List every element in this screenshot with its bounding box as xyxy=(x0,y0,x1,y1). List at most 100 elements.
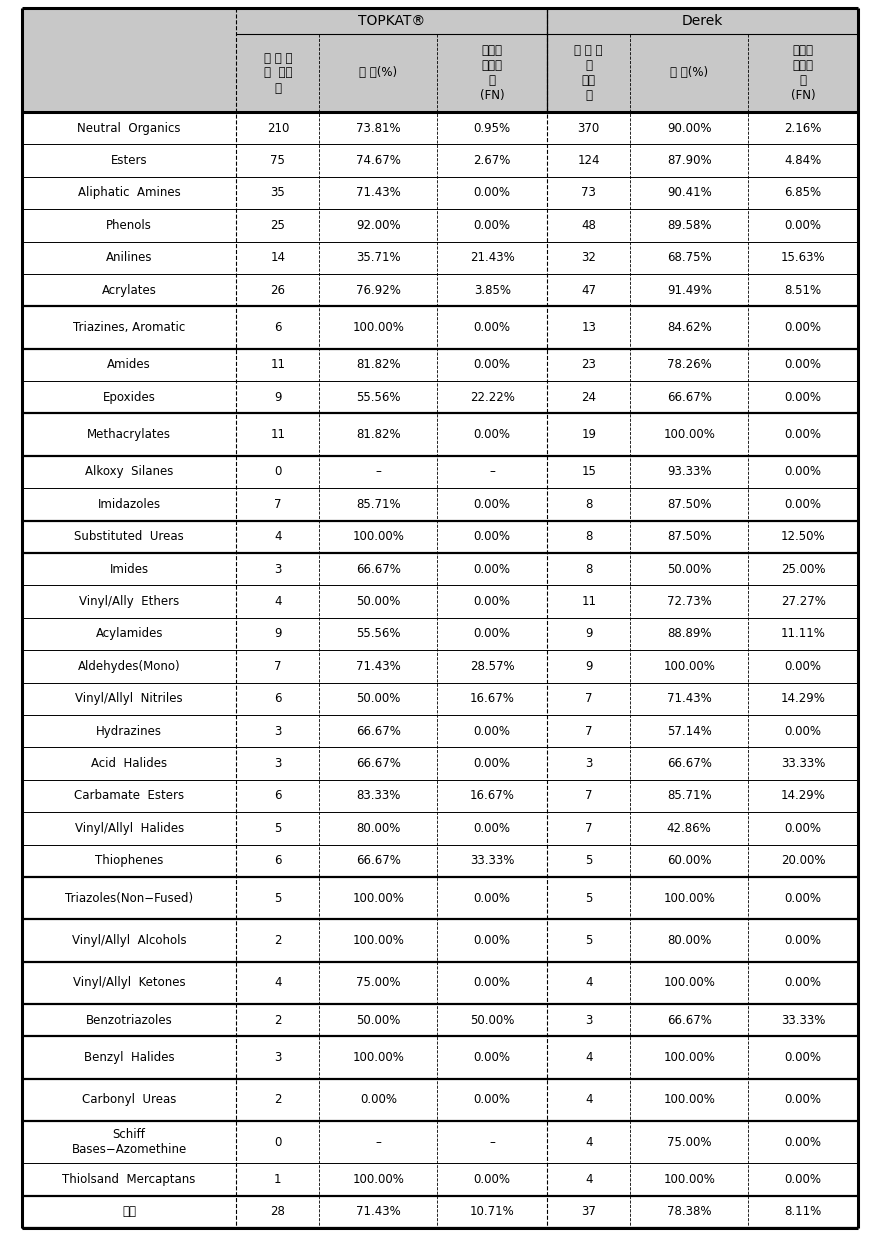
Text: 210: 210 xyxy=(267,121,289,135)
Text: 11: 11 xyxy=(581,595,597,608)
Text: 55.56%: 55.56% xyxy=(356,628,400,640)
Text: 11: 11 xyxy=(270,358,285,371)
Text: 78.26%: 78.26% xyxy=(667,358,712,371)
Bar xyxy=(22,552,858,586)
Text: Carbonyl  Ureas: Carbonyl Ureas xyxy=(82,1093,176,1106)
Text: 88.89%: 88.89% xyxy=(667,628,711,640)
Text: 예 측 되
는  물질
수: 예 측 되 는 물질 수 xyxy=(264,52,292,94)
Text: 27.27%: 27.27% xyxy=(781,595,825,608)
Text: 0.00%: 0.00% xyxy=(785,219,822,232)
Text: 66.67%: 66.67% xyxy=(356,758,400,770)
Text: Vinyl/Allyl  Alcohols: Vinyl/Allyl Alcohols xyxy=(72,934,187,947)
Text: 48: 48 xyxy=(582,219,596,232)
Text: 0.00%: 0.00% xyxy=(473,530,510,544)
Text: 35: 35 xyxy=(270,187,285,199)
Bar xyxy=(22,920,858,962)
Text: 72.73%: 72.73% xyxy=(667,595,712,608)
Text: 7: 7 xyxy=(585,724,592,738)
Text: Imides: Imides xyxy=(110,562,149,576)
Text: Acrylates: Acrylates xyxy=(102,284,157,297)
Text: TOPKAT®: TOPKAT® xyxy=(358,14,425,28)
Text: 75: 75 xyxy=(270,154,285,167)
Text: 0.00%: 0.00% xyxy=(785,1051,822,1064)
Text: 예 측 되
는
물질
수: 예 측 되 는 물질 수 xyxy=(575,44,603,103)
Bar xyxy=(22,876,858,920)
Text: 5: 5 xyxy=(275,891,282,905)
Text: Esters: Esters xyxy=(111,154,148,167)
Text: 85.71%: 85.71% xyxy=(667,790,712,802)
Text: 일 치(%): 일 치(%) xyxy=(359,67,398,79)
Text: 26: 26 xyxy=(270,284,285,297)
Text: 0.00%: 0.00% xyxy=(785,976,822,989)
Text: 0.00%: 0.00% xyxy=(473,628,510,640)
Text: 0: 0 xyxy=(275,466,282,478)
Text: 66.67%: 66.67% xyxy=(356,724,400,738)
Text: 55.56%: 55.56% xyxy=(356,391,400,404)
Text: Epoxides: Epoxides xyxy=(103,391,156,404)
Text: 0.00%: 0.00% xyxy=(785,391,822,404)
Text: 23: 23 xyxy=(582,358,596,371)
Text: 0.00%: 0.00% xyxy=(473,562,510,576)
Text: 12.50%: 12.50% xyxy=(781,530,825,544)
Text: 6: 6 xyxy=(275,692,282,706)
Text: 25.00%: 25.00% xyxy=(781,562,825,576)
Text: 0.95%: 0.95% xyxy=(473,121,510,135)
Text: 50.00%: 50.00% xyxy=(667,562,711,576)
Text: 80.00%: 80.00% xyxy=(667,934,711,947)
Bar xyxy=(22,844,858,876)
Text: 0.00%: 0.00% xyxy=(473,428,510,441)
Bar xyxy=(22,714,858,748)
Text: 81.82%: 81.82% xyxy=(356,358,400,371)
Text: 73.81%: 73.81% xyxy=(356,121,400,135)
Text: 5: 5 xyxy=(585,891,592,905)
Text: 87.50%: 87.50% xyxy=(667,498,711,510)
Text: 71.43%: 71.43% xyxy=(356,660,400,672)
Text: 16.67%: 16.67% xyxy=(470,790,515,802)
Text: 80.00%: 80.00% xyxy=(356,822,400,834)
Text: 3: 3 xyxy=(275,1051,282,1064)
Text: Aliphatic  Amines: Aliphatic Amines xyxy=(77,187,180,199)
Text: 4: 4 xyxy=(275,530,282,544)
Bar xyxy=(22,7,858,112)
Text: 90.41%: 90.41% xyxy=(667,187,712,199)
Text: 0.00%: 0.00% xyxy=(785,1173,822,1185)
Text: Derek: Derek xyxy=(682,14,723,28)
Text: 33.33%: 33.33% xyxy=(781,1014,825,1027)
Text: 13: 13 xyxy=(582,321,596,334)
Bar xyxy=(22,1121,858,1163)
Text: 10.71%: 10.71% xyxy=(470,1205,515,1219)
Bar xyxy=(22,650,858,682)
Bar xyxy=(22,1163,858,1195)
Bar xyxy=(22,748,858,780)
Text: 73: 73 xyxy=(582,187,596,199)
Bar xyxy=(22,812,858,844)
Text: 71.43%: 71.43% xyxy=(356,187,400,199)
Text: Anilines: Anilines xyxy=(106,251,152,265)
Text: 100.00%: 100.00% xyxy=(664,428,715,441)
Text: 6.85%: 6.85% xyxy=(784,187,822,199)
Text: 0.00%: 0.00% xyxy=(785,1136,822,1148)
Text: 0.00%: 0.00% xyxy=(785,358,822,371)
Text: Thiophenes: Thiophenes xyxy=(95,854,164,868)
Text: 4: 4 xyxy=(275,976,282,989)
Bar xyxy=(22,381,858,414)
Text: 93.33%: 93.33% xyxy=(667,466,711,478)
Text: Phenols: Phenols xyxy=(106,219,152,232)
Text: 7: 7 xyxy=(275,498,282,510)
Text: 5: 5 xyxy=(585,854,592,868)
Text: 75.00%: 75.00% xyxy=(356,976,400,989)
Text: 14: 14 xyxy=(270,251,285,265)
Text: 66.67%: 66.67% xyxy=(356,562,400,576)
Text: Acid  Halides: Acid Halides xyxy=(92,758,167,770)
Text: 20.00%: 20.00% xyxy=(781,854,825,868)
Text: 71.43%: 71.43% xyxy=(356,1205,400,1219)
Text: 일 치(%): 일 치(%) xyxy=(671,67,708,79)
Text: Alkoxy  Silanes: Alkoxy Silanes xyxy=(85,466,173,478)
Text: 66.67%: 66.67% xyxy=(667,758,712,770)
Text: 100.00%: 100.00% xyxy=(664,1051,715,1064)
Text: 87.50%: 87.50% xyxy=(667,530,711,544)
Text: 100.00%: 100.00% xyxy=(664,1093,715,1106)
Text: 4: 4 xyxy=(585,1051,592,1064)
Text: 6: 6 xyxy=(275,790,282,802)
Text: 68.75%: 68.75% xyxy=(667,251,712,265)
